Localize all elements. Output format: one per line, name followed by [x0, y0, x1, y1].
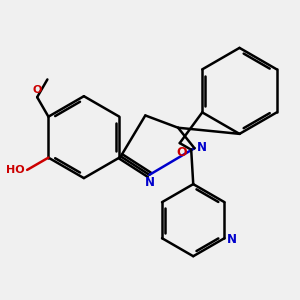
Text: HO: HO	[7, 165, 25, 175]
Text: N: N	[197, 141, 207, 154]
Text: O: O	[32, 85, 42, 95]
Text: N: N	[227, 232, 237, 245]
Text: O: O	[176, 146, 187, 159]
Text: N: N	[144, 176, 154, 189]
